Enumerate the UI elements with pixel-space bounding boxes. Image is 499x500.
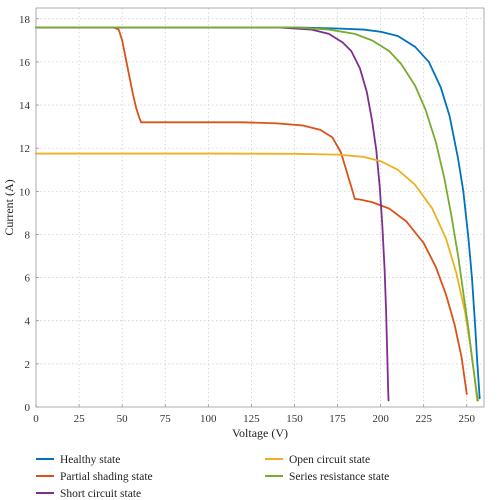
grid-layer <box>36 8 484 407</box>
x-tick-label: 175 <box>329 413 346 425</box>
x-tick-label: 100 <box>200 413 217 425</box>
series-layer <box>35 26 481 402</box>
tick-layer: 0 25 50 75 100 125 150 175 200 225 250 0 2 4 6 8 10 12 14 1… <box>19 14 476 425</box>
y-tick-label: 2 <box>25 359 31 371</box>
legend-label-healthy-state: Healthy state <box>60 454 120 466</box>
y-tick-label: 10 <box>19 186 31 198</box>
x-tick-label: 250 <box>459 413 476 425</box>
legend-label-short-circuit-state: Short circuit state <box>60 488 141 500</box>
x-tick-label: 0 <box>33 413 39 425</box>
x-tick-label: 150 <box>286 413 303 425</box>
y-tick-label: 14 <box>19 100 31 112</box>
y-tick-label: 18 <box>19 14 31 26</box>
y-tick-label: 0 <box>25 402 31 414</box>
legend-label-partial-shading-state: Partial shading state <box>60 471 153 483</box>
y-tick-label: 4 <box>25 316 31 328</box>
legend: Healthy state Partial shading state Short … <box>36 454 389 500</box>
x-axis-title: Voltage (V) <box>232 426 288 440</box>
legend-label-series-resistance-state: Series resistance state <box>289 471 389 483</box>
y-axis-title: Current (A) <box>2 179 16 235</box>
y-tick-label: 6 <box>25 273 31 285</box>
series-line-open-circuit-state <box>35 152 479 402</box>
legend-label-open-circuit-state: Open circuit state <box>289 454 370 466</box>
x-tick-label: 75 <box>160 413 172 425</box>
x-tick-label: 200 <box>372 413 389 425</box>
x-tick-label: 25 <box>74 413 86 425</box>
series-line-series-resistance-state <box>35 26 479 402</box>
plot-frame <box>35 7 485 408</box>
x-tick-label: 50 <box>117 413 129 425</box>
series-line-partial-shading-state <box>35 26 468 395</box>
series-line-short-circuit-state <box>35 26 390 402</box>
y-tick-label: 16 <box>19 57 31 69</box>
y-tick-label: 8 <box>25 229 31 241</box>
x-tick-label: 125 <box>243 413 260 425</box>
x-tick-label: 225 <box>415 413 432 425</box>
y-tick-label: 12 <box>19 143 30 155</box>
